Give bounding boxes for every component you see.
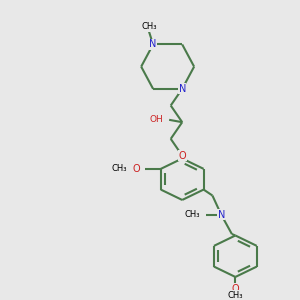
Text: CH₃: CH₃ (184, 210, 200, 219)
Text: CH₃: CH₃ (228, 291, 243, 300)
Text: O: O (132, 164, 140, 174)
Text: OH: OH (149, 115, 163, 124)
Text: CH₃: CH₃ (112, 164, 127, 173)
Text: N: N (149, 39, 157, 50)
Text: N: N (218, 210, 225, 220)
Text: CH₃: CH₃ (141, 22, 157, 31)
Text: O: O (178, 151, 186, 160)
Text: O: O (232, 284, 239, 294)
Text: N: N (178, 84, 186, 94)
